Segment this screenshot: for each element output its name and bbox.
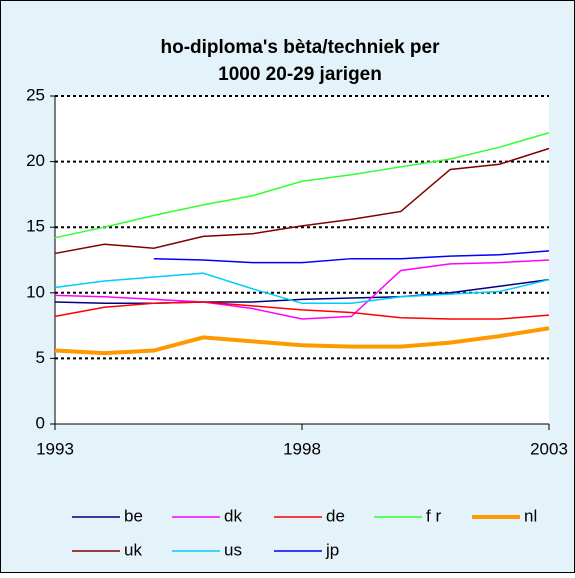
x-tick-label: 1993 — [36, 439, 74, 458]
series-line — [54, 147, 550, 255]
legend-label: f r — [426, 506, 441, 525]
legend-label: de — [326, 506, 345, 525]
y-tick-label: 25 — [26, 85, 45, 104]
y-tick-label: 5 — [36, 348, 45, 367]
series-line — [54, 326, 550, 356]
x-tick-label: 2003 — [530, 439, 568, 458]
plot-area — [55, 96, 549, 424]
series-line — [54, 132, 550, 239]
y-tick-label: 15 — [26, 217, 45, 236]
series-line — [54, 259, 550, 320]
series-line — [54, 278, 550, 305]
x-tick-label: 1998 — [283, 439, 321, 458]
legend-label: dk — [224, 506, 242, 525]
y-tick-label: 20 — [26, 151, 45, 170]
legend-label: be — [124, 506, 143, 525]
legend-label: uk — [124, 540, 142, 559]
legend-label: us — [224, 540, 242, 559]
y-tick-label: 10 — [26, 282, 45, 301]
series-line — [153, 250, 550, 264]
legend-label: jp — [325, 540, 339, 559]
chart-title: ho-diploma's bèta/techniek per — [160, 37, 440, 58]
legend-label: nl — [524, 506, 537, 525]
series-line — [54, 272, 550, 305]
series-line — [54, 301, 550, 320]
y-tick-label: 0 — [36, 413, 45, 432]
chart-title: 1000 20-29 jarigen — [218, 64, 382, 85]
